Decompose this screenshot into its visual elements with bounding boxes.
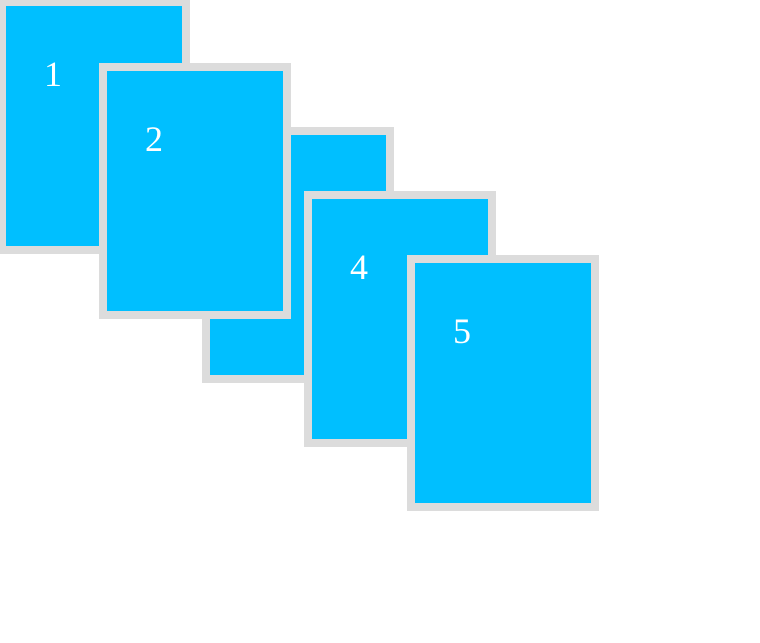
- card-label: 1: [44, 54, 62, 94]
- card-2[interactable]: 2: [99, 63, 291, 319]
- card-label: 4: [350, 247, 368, 287]
- card-5[interactable]: 5: [407, 255, 599, 511]
- card-label: 2: [145, 119, 163, 159]
- card-label: 5: [453, 311, 471, 351]
